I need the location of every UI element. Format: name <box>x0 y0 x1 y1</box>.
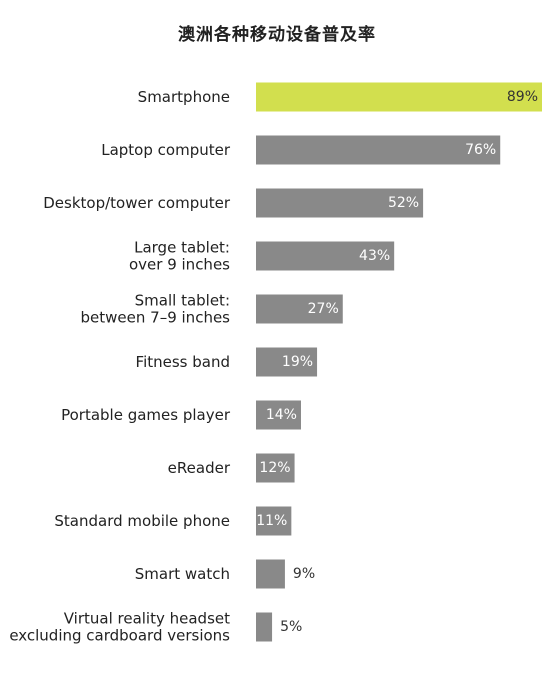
category-label: Standard mobile phone <box>54 512 230 530</box>
bar <box>256 506 292 536</box>
bar <box>256 453 295 483</box>
bar <box>256 241 395 271</box>
category-label: Virtual reality headset <box>64 610 230 628</box>
value-label: 12% <box>259 460 290 476</box>
bar-group: Desktop/tower computer 52% <box>43 188 424 218</box>
value-label: 19% <box>282 354 313 370</box>
category-label: eReader <box>168 459 231 477</box>
bar-group: Smart watch 9% <box>135 559 315 589</box>
value-label: 76% <box>465 142 496 158</box>
category-label: between 7–9 inches <box>81 309 231 327</box>
bar <box>256 400 301 430</box>
category-label: excluding cardboard versions <box>9 627 230 645</box>
bar-group: Small tablet:between 7–9 inches 27% <box>81 292 343 327</box>
category-label: Fitness band <box>136 353 230 371</box>
bar <box>256 347 318 377</box>
value-label: 14% <box>266 407 297 423</box>
bar-group: Large tablet:over 9 inches 43% <box>129 239 395 274</box>
bar <box>256 188 424 218</box>
bar-group: Smartphone 89% <box>138 82 542 112</box>
category-label: over 9 inches <box>129 256 230 274</box>
category-label: Large tablet: <box>134 239 230 257</box>
value-label: 9% <box>293 566 315 582</box>
value-label: 5% <box>280 619 302 635</box>
category-label: Small tablet: <box>135 292 230 310</box>
value-label: 11% <box>256 513 287 529</box>
bar-group: Laptop computer 76% <box>101 135 501 165</box>
category-label: Smartphone <box>138 88 230 106</box>
bar-group: Portable games player 14% <box>61 400 301 430</box>
bar-group: eReader 12% <box>168 453 295 483</box>
value-label: 43% <box>359 248 390 264</box>
category-label: Desktop/tower computer <box>43 194 231 212</box>
category-label: Smart watch <box>135 565 230 583</box>
value-label: 52% <box>388 195 419 211</box>
bar-group: Standard mobile phone 11% <box>54 506 292 536</box>
bar-group: Fitness band 19% <box>136 347 318 377</box>
bar <box>256 82 542 112</box>
value-label: 89% <box>507 89 538 105</box>
bar <box>256 135 501 165</box>
bar <box>256 559 285 589</box>
bar <box>256 612 273 642</box>
bar <box>256 294 343 324</box>
category-label: Laptop computer <box>101 141 231 159</box>
category-label: Portable games player <box>61 406 231 424</box>
value-label: 27% <box>308 301 339 317</box>
chart-title: 澳洲各种移动设备普及率 <box>178 25 376 45</box>
